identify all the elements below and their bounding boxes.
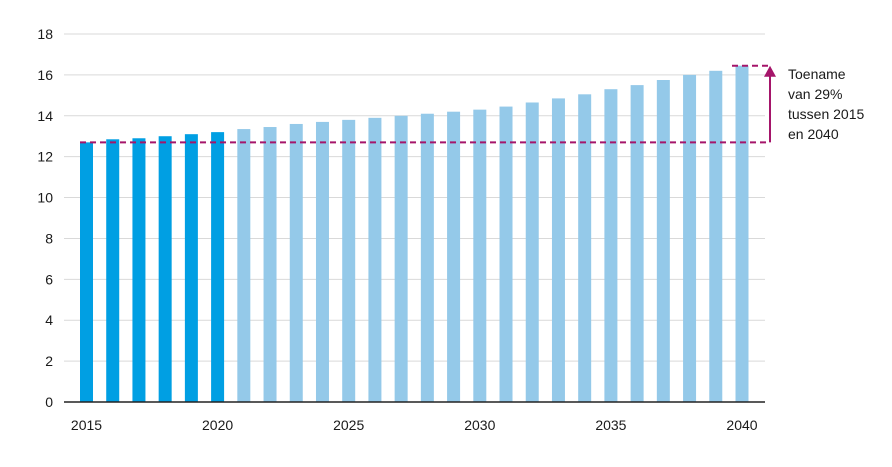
bar-2023 [289, 123, 303, 403]
y-tick-label: 2 [45, 353, 53, 369]
x-tick-label: 2030 [464, 417, 495, 433]
y-tick-label: 14 [37, 108, 53, 124]
x-tick-label: 2040 [726, 417, 757, 433]
bar-2026 [368, 117, 382, 402]
bar-2015 [80, 142, 93, 403]
bar-2037 [656, 80, 670, 402]
y-tick-label: 18 [37, 26, 53, 42]
bar-2022 [263, 127, 277, 403]
bar-2039 [709, 70, 723, 403]
bar-2021 [237, 129, 251, 402]
bar-2038 [683, 74, 697, 402]
bar-2024 [315, 121, 329, 402]
growth-arrow-head [764, 65, 776, 77]
growth-annotation [80, 64, 776, 144]
bar-2025 [342, 119, 356, 403]
gridlines [64, 33, 765, 362]
bar-2020 [211, 132, 225, 402]
y-tick-label: 12 [37, 149, 53, 165]
y-tick-label: 4 [45, 312, 53, 328]
bar-2034 [578, 94, 592, 402]
bar-2031 [499, 106, 513, 402]
bar-2035 [604, 89, 618, 402]
x-tick-label: 2035 [595, 417, 626, 433]
x-tick-label: 2025 [333, 417, 364, 433]
bar-2019 [184, 134, 198, 402]
annotation-text: Toename van 29% tussen 2015 en 2040 [788, 66, 864, 142]
bar-2033 [551, 98, 565, 403]
bar-2032 [525, 102, 539, 403]
bar-2040 [735, 65, 749, 402]
annotation-line: van 29% [788, 86, 842, 102]
bar-series [80, 65, 749, 403]
x-tick-label: 2020 [202, 417, 233, 433]
bar-2017 [132, 138, 146, 402]
bar-2016 [106, 139, 120, 403]
x-tick-label: 2015 [71, 417, 102, 433]
bar-2029 [447, 111, 461, 402]
y-tick-label: 10 [37, 190, 53, 206]
bar-2027 [394, 115, 408, 402]
bar-2030 [473, 109, 487, 402]
bar-2036 [630, 85, 644, 403]
y-tick-label: 8 [45, 230, 53, 246]
y-tick-label: 0 [45, 394, 53, 410]
bar-2028 [420, 113, 434, 402]
annotation-line: en 2040 [788, 126, 839, 142]
y-axis-ticks: 0 2 4 6 8 10 12 14 16 18 [37, 26, 53, 410]
y-tick-label: 6 [45, 271, 53, 287]
x-axis-ticks: 2015 2020 2025 2030 2035 2040 [71, 417, 758, 433]
annotation-line: tussen 2015 [788, 106, 864, 122]
bar-2018 [158, 136, 172, 402]
y-tick-label: 16 [37, 67, 53, 83]
annotation-line: Toename [788, 66, 846, 82]
